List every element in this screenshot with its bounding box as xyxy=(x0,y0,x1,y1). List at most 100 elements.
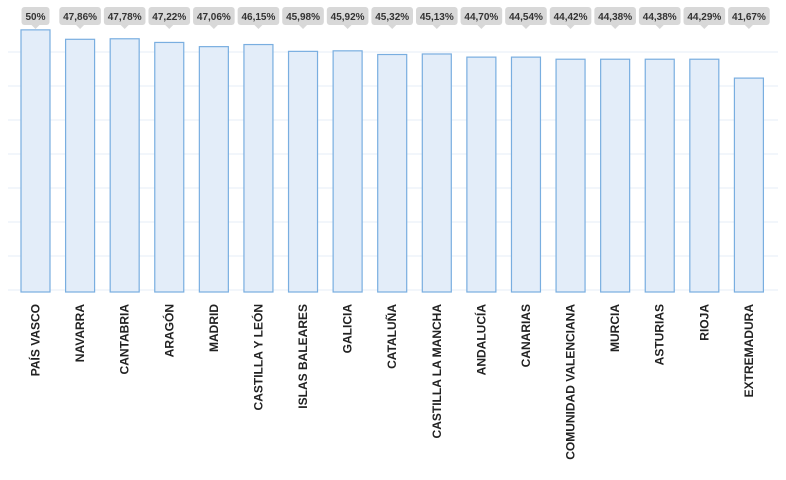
data-label-background xyxy=(237,7,280,25)
data-label-pointer xyxy=(343,25,352,29)
bar xyxy=(287,50,319,293)
data-label-background xyxy=(371,7,414,25)
data-label: 45,92% xyxy=(326,7,369,29)
data-label: 47,22% xyxy=(148,7,191,29)
category-label: CATALUÑA xyxy=(384,304,399,369)
bar xyxy=(466,56,497,293)
data-label-pointer xyxy=(299,25,308,29)
data-label-pointer xyxy=(744,25,753,29)
data-label-pointer xyxy=(254,25,263,29)
data-label-pointer xyxy=(76,25,85,29)
category-label: ASTURIAS xyxy=(653,304,667,365)
data-label: 50% xyxy=(21,7,50,29)
data-label-pointer xyxy=(31,25,40,29)
bar xyxy=(510,56,542,293)
data-label-pointer xyxy=(521,25,530,29)
category-label: MADRID xyxy=(207,304,221,352)
data-label-background xyxy=(59,7,101,25)
data-label-pointer xyxy=(611,25,620,29)
data-label-text: 47,06% xyxy=(197,12,231,23)
data-label-text: 45,32% xyxy=(375,12,409,23)
data-label-text: 45,98% xyxy=(286,12,320,23)
data-label: 44,42% xyxy=(549,7,592,29)
data-label-text: 46,15% xyxy=(241,12,275,23)
data-label-pointer xyxy=(120,25,129,29)
data-label-text: 47,22% xyxy=(152,12,186,23)
data-label-pointer xyxy=(566,25,575,29)
data-label-background xyxy=(505,7,547,25)
data-label-text: 44,54% xyxy=(509,12,543,23)
data-label-text: 45,13% xyxy=(420,12,454,23)
bar xyxy=(689,58,720,293)
bar xyxy=(154,41,185,293)
data-label-background xyxy=(193,7,235,25)
data-label-background xyxy=(21,7,50,25)
data-label-background xyxy=(638,7,681,25)
bar xyxy=(644,58,675,293)
bar xyxy=(421,53,452,293)
data-label: 45,32% xyxy=(371,7,414,29)
data-label: 47,86% xyxy=(59,7,101,29)
data-label: 46,15% xyxy=(237,7,280,29)
data-label: 44,54% xyxy=(505,7,547,29)
data-label-pointer xyxy=(700,25,709,29)
bar xyxy=(377,53,408,293)
category-label: RIOJA xyxy=(697,304,711,341)
data-label-background xyxy=(549,7,592,25)
data-label-pointer xyxy=(209,25,218,29)
category-label: NAVARRA xyxy=(73,304,87,363)
data-label-text: 45,92% xyxy=(331,12,365,23)
bar xyxy=(243,43,274,293)
data-label-text: 44,38% xyxy=(598,12,632,23)
data-label: 47,06% xyxy=(193,7,235,29)
data-label-pointer xyxy=(477,25,486,29)
data-labels: 50% 47,86% 47,78% 47,22% 47,06% 46,15% 45,98% 4… xyxy=(21,7,770,29)
category-label: ISLAS BALEARES xyxy=(296,304,310,409)
data-label: 44,38% xyxy=(638,7,681,29)
category-label: COMUNIDAD VALENCIANA xyxy=(564,304,578,460)
data-label-pointer xyxy=(432,25,441,29)
category-label: CANTABRIA xyxy=(118,304,132,375)
category-label: EXTREMADURA xyxy=(742,304,756,398)
data-label-pointer xyxy=(165,25,174,29)
data-label-background xyxy=(460,7,503,25)
data-label-text: 44,29% xyxy=(687,12,721,23)
data-label: 47,78% xyxy=(103,7,146,29)
data-label-background xyxy=(148,7,191,25)
data-label-background xyxy=(282,7,324,25)
bar xyxy=(332,50,363,293)
category-label: PAÍS VASCO xyxy=(28,304,43,376)
bar xyxy=(109,38,140,293)
bars xyxy=(20,29,765,293)
data-label-background xyxy=(728,7,770,25)
bar xyxy=(64,38,96,293)
data-label-background xyxy=(103,7,146,25)
data-label-pointer xyxy=(655,25,664,29)
data-label-text: 44,70% xyxy=(464,12,498,23)
data-label-text: 50% xyxy=(25,12,45,23)
data-label-text: 44,42% xyxy=(554,12,588,23)
category-label: CASTILLA Y LEÓN xyxy=(250,304,265,410)
data-label: 41,67% xyxy=(728,7,770,29)
category-label: ARAGÓN xyxy=(161,304,176,357)
category-label: ANDALUCÍA xyxy=(473,304,488,376)
data-label-pointer xyxy=(388,25,397,29)
bar xyxy=(20,29,51,293)
data-label-background xyxy=(415,7,458,25)
data-label-text: 41,67% xyxy=(732,12,766,23)
category-label: MURCIA xyxy=(608,304,622,352)
data-label-background xyxy=(594,7,636,25)
data-label-background xyxy=(683,7,726,25)
bar xyxy=(198,46,229,293)
data-label: 44,29% xyxy=(683,7,726,29)
data-label: 45,13% xyxy=(415,7,458,29)
data-label: 44,70% xyxy=(460,7,503,29)
category-label: CANARIAS xyxy=(519,304,533,367)
data-label: 45,98% xyxy=(282,7,324,29)
category-label: GALICIA xyxy=(341,304,355,354)
category-labels: PAÍS VASCO NAVARRA CANTABRIA ARAGÓN MADRID CA… xyxy=(28,304,756,460)
bar xyxy=(733,77,765,293)
data-label-background xyxy=(326,7,369,25)
data-label: 44,38% xyxy=(594,7,636,29)
